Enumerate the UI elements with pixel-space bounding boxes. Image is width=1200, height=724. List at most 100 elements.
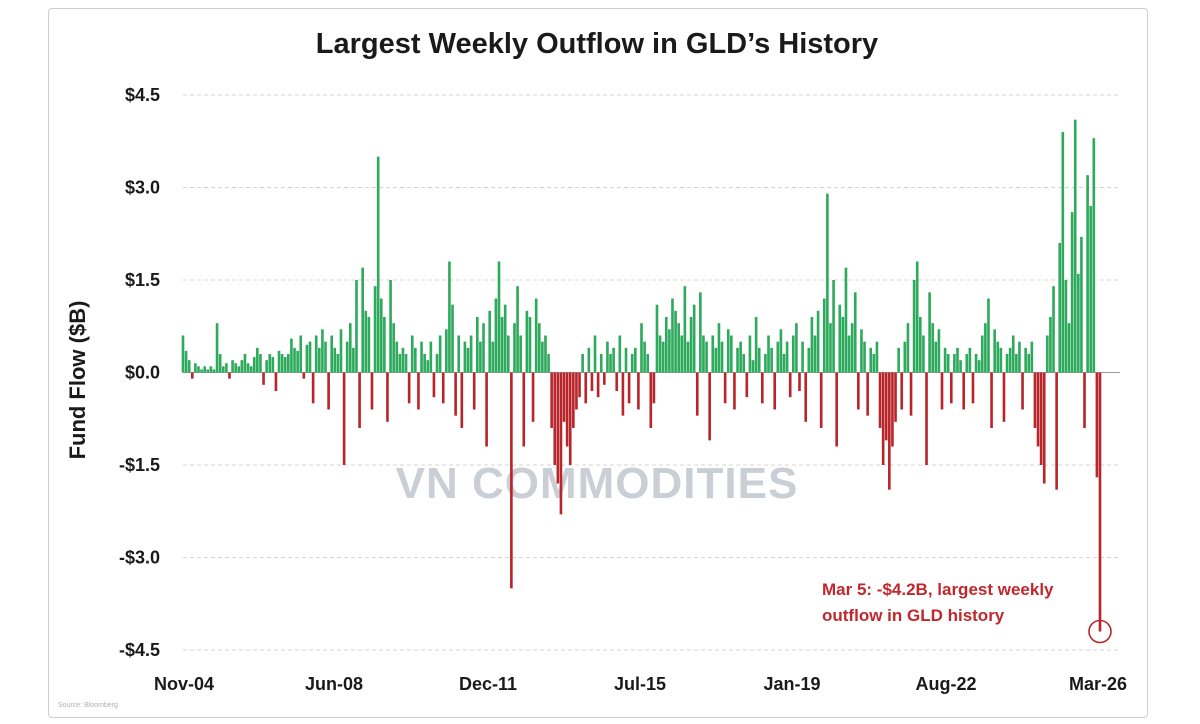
bar: [373, 286, 377, 373]
bar: [915, 261, 919, 373]
bar: [376, 156, 380, 373]
bar: [544, 335, 547, 373]
bar: [850, 323, 854, 373]
bar: [587, 347, 591, 373]
bar: [832, 280, 835, 373]
bar: [1058, 243, 1062, 373]
bar: [618, 335, 622, 373]
bar: [888, 372, 891, 490]
bar: [364, 310, 368, 373]
bar: [692, 304, 696, 373]
annotation-line-2: outflow in GLD history: [822, 606, 1005, 625]
y-tick-label: $0.0: [125, 363, 160, 383]
bar: [925, 372, 928, 465]
bar: [757, 347, 761, 373]
bar: [516, 286, 519, 373]
bar: [1046, 335, 1049, 373]
bar: [869, 347, 873, 373]
bar: [1030, 341, 1034, 373]
bar: [528, 317, 532, 373]
bar: [572, 372, 575, 428]
x-tick-label: Jun-08: [305, 674, 363, 694]
bar: [277, 350, 281, 373]
bar: [472, 372, 476, 410]
bar: [271, 357, 275, 373]
bar: [503, 304, 507, 373]
bar: [779, 329, 783, 373]
bar: [401, 347, 405, 373]
bar: [197, 366, 200, 373]
bar: [342, 372, 346, 465]
bar: [581, 354, 584, 373]
bar: [228, 372, 231, 379]
bar: [668, 329, 671, 373]
bar: [928, 292, 931, 373]
bar: [1015, 354, 1018, 373]
bar: [432, 372, 436, 398]
bar: [860, 329, 863, 373]
bar: [745, 372, 749, 398]
bar: [1098, 372, 1102, 632]
bar: [974, 354, 978, 373]
bar: [1061, 132, 1065, 373]
bar: [367, 317, 371, 373]
bar: [274, 372, 278, 391]
bar: [429, 341, 433, 373]
bar: [256, 347, 259, 373]
bar: [742, 354, 746, 373]
x-tick-label: Dec-11: [459, 674, 517, 694]
bar: [187, 360, 191, 373]
bar: [407, 372, 411, 404]
bar: [919, 317, 922, 373]
bar: [844, 267, 848, 373]
bar: [695, 372, 699, 416]
bar: [1024, 347, 1027, 373]
bar: [674, 310, 677, 373]
bar: [466, 347, 470, 373]
bar: [240, 360, 244, 373]
bar: [1086, 175, 1089, 373]
bar: [922, 335, 925, 373]
bar: [872, 354, 876, 373]
bar: [804, 372, 808, 422]
bar: [953, 354, 956, 373]
bar: [717, 323, 721, 373]
bar: [457, 335, 461, 373]
bar: [1049, 317, 1052, 373]
bar: [547, 354, 550, 373]
bar: [1067, 323, 1071, 373]
bar: [748, 335, 752, 373]
bar: [798, 372, 801, 391]
y-tick-label: -$1.5: [119, 455, 160, 475]
bar: [330, 335, 334, 373]
bar: [810, 317, 814, 373]
bar: [627, 372, 631, 404]
bar: [739, 341, 742, 373]
bar: [389, 280, 392, 373]
x-tick-label: Mar-26: [1069, 674, 1127, 694]
bar: [819, 372, 823, 428]
bar: [847, 335, 851, 373]
bar: [720, 341, 724, 373]
y-tick-label: -$3.0: [119, 548, 160, 568]
bar: [479, 341, 482, 373]
bar: [249, 366, 253, 373]
bar: [1073, 119, 1077, 373]
bar: [596, 372, 600, 398]
x-tick-label: Nov-04: [154, 674, 214, 694]
bar: [795, 323, 798, 373]
bar: [807, 347, 811, 373]
bar: [482, 323, 485, 373]
bar: [510, 372, 513, 589]
bar: [568, 372, 572, 465]
bar: [534, 298, 538, 373]
bar: [633, 347, 637, 373]
bar: [637, 372, 640, 410]
bar: [977, 360, 981, 373]
bar: [643, 341, 646, 373]
bar: [438, 335, 442, 373]
bar: [863, 341, 866, 373]
bar: [968, 347, 972, 373]
bar: [234, 363, 237, 373]
bar: [488, 310, 492, 373]
